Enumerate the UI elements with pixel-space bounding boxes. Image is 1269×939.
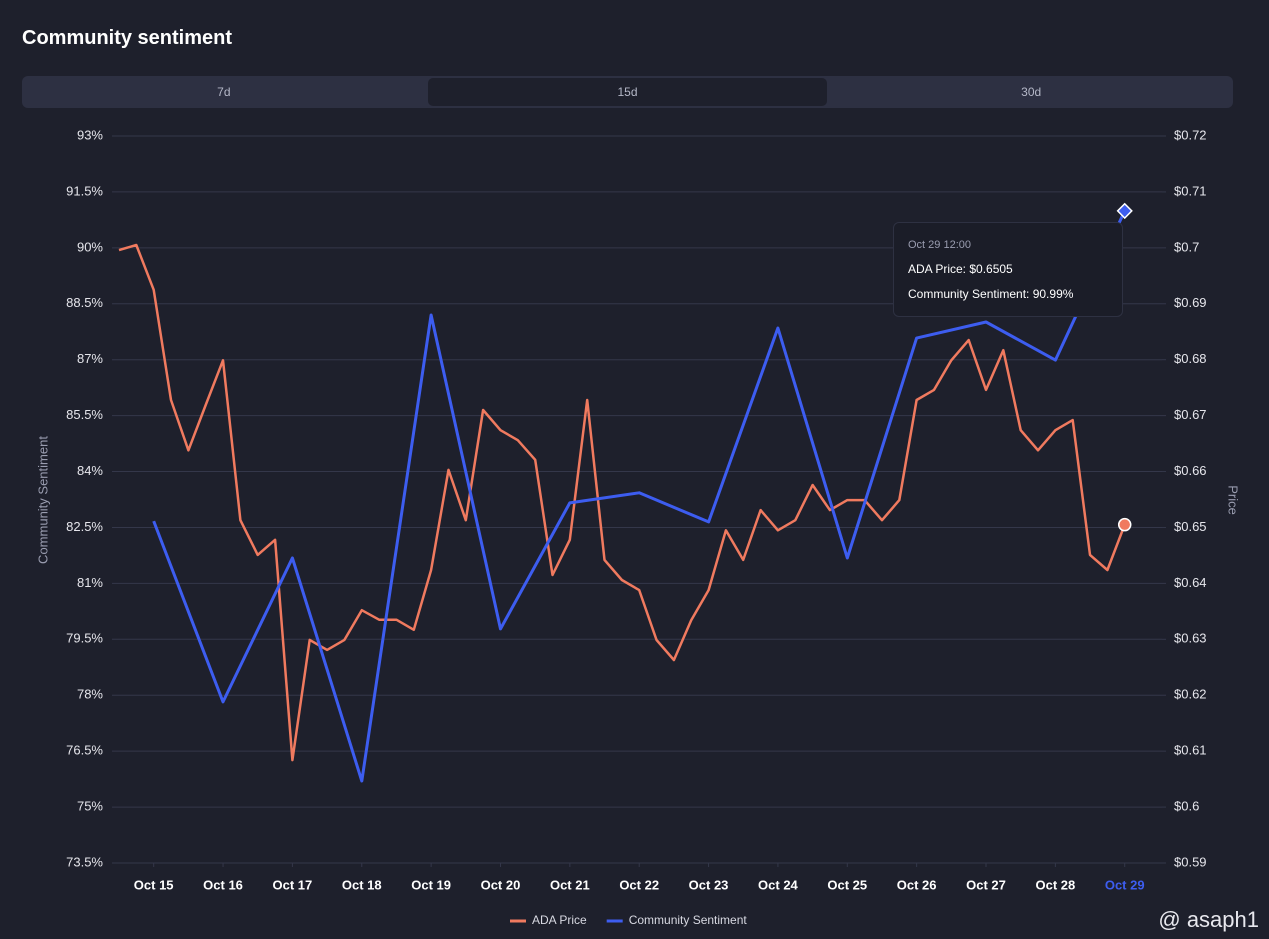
- x-tick-label: Oct 22: [619, 877, 659, 892]
- watermark: @ asaph1: [1158, 907, 1259, 932]
- y-axis-title: Community Sentiment: [35, 436, 50, 564]
- y2-tick-label: $0.67: [1174, 407, 1207, 422]
- y-tick-label: 73.5%: [66, 854, 103, 869]
- y2-tick-label: $0.6: [1174, 799, 1199, 814]
- x-tick-label: Oct 21: [550, 877, 590, 892]
- x-tick-label: Oct 23: [689, 877, 729, 892]
- y2-tick-label: $0.61: [1174, 743, 1207, 758]
- x-tick-label: Oct 25: [827, 877, 867, 892]
- y2-tick-label: $0.66: [1174, 463, 1207, 478]
- x-tick-label: Oct 27: [966, 877, 1006, 892]
- y2-axis-title: Price: [1226, 485, 1241, 515]
- series-line: [152, 210, 1127, 783]
- y-tick-label: 90%: [77, 239, 103, 254]
- y2-tick-label: $0.71: [1174, 183, 1207, 198]
- y-tick-label: 85.5%: [66, 407, 103, 422]
- tooltip: Oct 29 12:00 ADA Price: $0.6505 Communit…: [893, 222, 1123, 317]
- y2-tick-label: $0.7: [1174, 239, 1199, 254]
- y2-tick-label: $0.72: [1174, 127, 1207, 142]
- tooltip-title: Oct 29 12:00: [908, 239, 971, 251]
- x-tick-label: Oct 28: [1035, 877, 1075, 892]
- y-tick-label: 75%: [77, 799, 103, 814]
- range-tabs: 7d 15d 30d: [22, 76, 1233, 108]
- y2-tick-label: $0.68: [1174, 351, 1207, 366]
- x-tick-label: Oct 26: [897, 877, 937, 892]
- y2-tick-label: $0.59: [1174, 854, 1207, 869]
- y-tick-label: 79.5%: [66, 631, 103, 646]
- y2-tick-label: $0.69: [1174, 295, 1207, 310]
- tooltip-line: ADA Price: $0.6505: [908, 262, 1013, 276]
- tab[interactable]: 7d: [217, 85, 231, 99]
- y-tick-label: 87%: [77, 351, 103, 366]
- legend-label: Community Sentiment: [629, 913, 748, 927]
- y-tick-label: 84%: [77, 463, 103, 478]
- y-tick-label: 76.5%: [66, 743, 103, 758]
- x-tick-label: Oct 18: [342, 877, 382, 892]
- x-tick-label: Oct 16: [203, 877, 243, 892]
- y2-tick-label: $0.63: [1174, 631, 1207, 646]
- hover-point: [1116, 202, 1133, 220]
- y-tick-label: 91.5%: [66, 183, 103, 198]
- x-tick-label: Oct 20: [481, 877, 521, 892]
- x-tick-label: Oct 29: [1105, 877, 1145, 892]
- hover-point: [1117, 517, 1132, 532]
- x-tick-label: Oct 17: [273, 877, 313, 892]
- x-tick-label: Oct 24: [758, 877, 799, 892]
- y2-tick-label: $0.64: [1174, 575, 1207, 590]
- page-title: Community sentiment: [22, 27, 233, 49]
- x-tick-label: Oct 19: [411, 877, 451, 892]
- tab[interactable]: 15d: [427, 78, 828, 106]
- y-tick-label: 93%: [77, 127, 103, 142]
- tab[interactable]: 30d: [1021, 85, 1042, 99]
- tooltip-line: Community Sentiment: 90.99%: [908, 287, 1074, 301]
- y-tick-label: 78%: [77, 687, 103, 702]
- series-line: [118, 243, 1126, 762]
- y-tick-label: 82.5%: [66, 519, 103, 534]
- y2-tick-label: $0.62: [1174, 687, 1207, 702]
- y2-tick-label: $0.65: [1174, 519, 1207, 534]
- x-tick-label: Oct 15: [134, 877, 174, 892]
- y-tick-label: 88.5%: [66, 295, 103, 310]
- y-tick-label: 81%: [77, 575, 103, 590]
- legend-label: ADA Price: [532, 913, 587, 927]
